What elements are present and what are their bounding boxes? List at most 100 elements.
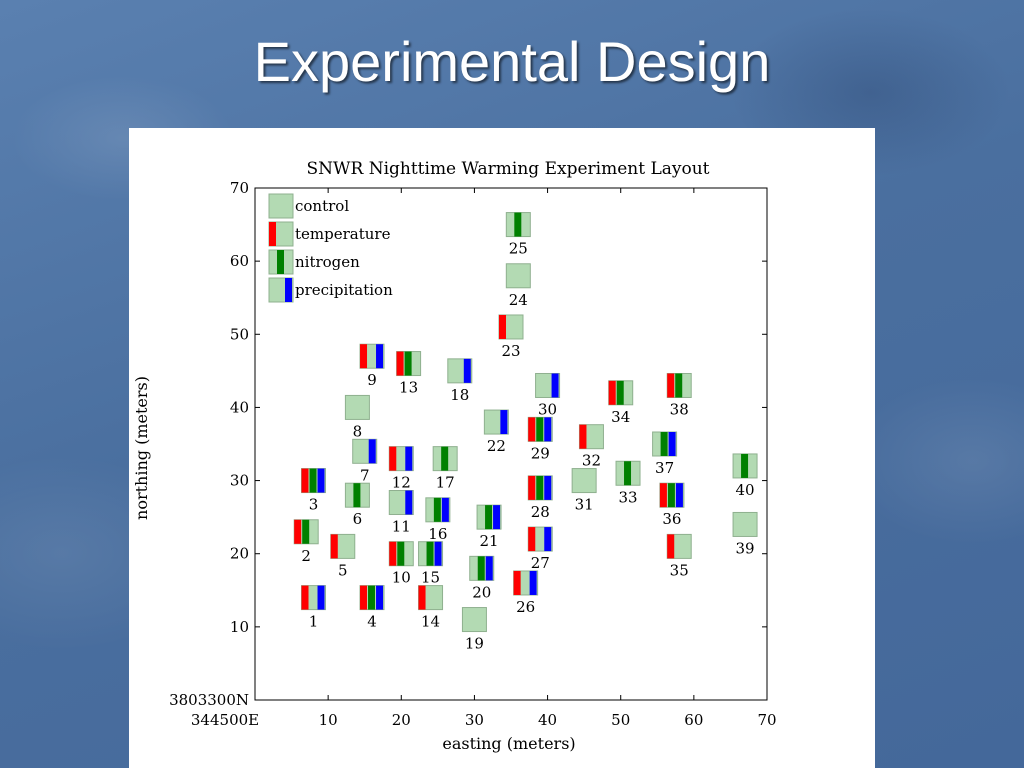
plot-number-label: 17 xyxy=(436,474,455,492)
plot-marker: 7 xyxy=(352,438,378,484)
chart-title: SNWR Nighttime Warming Experiment Layout xyxy=(307,159,710,179)
temperature-stripe xyxy=(528,417,536,442)
plot-marker: 23 xyxy=(498,314,524,360)
plot-number-label: 20 xyxy=(472,583,491,601)
y-tick-label: 70 xyxy=(230,179,249,197)
precipitation-stripe xyxy=(434,541,442,566)
nitrogen-stripe xyxy=(404,351,412,376)
plot-number-label: 25 xyxy=(509,240,528,258)
nitrogen-stripe xyxy=(667,483,675,508)
control-square xyxy=(732,511,758,537)
precipitation-stripe xyxy=(668,432,676,456)
plot-marker: 4 xyxy=(359,585,385,631)
nitrogen-stripe xyxy=(433,497,441,522)
plot-number-label: 15 xyxy=(421,569,440,587)
x-axis-ticks: 344500E 10 20 30 40 50 60 70 xyxy=(191,188,777,729)
plot-number-label: 36 xyxy=(662,510,681,528)
legend-entry: nitrogen xyxy=(268,249,360,275)
plot-number-label: 33 xyxy=(618,488,637,506)
x-tick-label: 30 xyxy=(465,711,484,729)
nitrogen-stripe xyxy=(514,212,522,237)
nitrogen-stripe xyxy=(485,505,493,530)
precipitation-stripe xyxy=(544,527,552,552)
legend-entry: control xyxy=(268,193,349,219)
plot-number-label: 24 xyxy=(509,291,528,309)
y-tick-label: 60 xyxy=(230,252,249,270)
experiment-layout-chart: SNWR Nighttime Warming Experiment Layout… xyxy=(132,159,777,753)
precipitation-stripe xyxy=(368,439,376,464)
plot-marker: 5 xyxy=(330,533,356,579)
plot-number-label: 3 xyxy=(309,496,319,514)
plot-number-label: 9 xyxy=(367,371,377,389)
plot-number-label: 37 xyxy=(655,459,674,477)
precipitation-stripe xyxy=(376,585,384,610)
temperature-stripe xyxy=(499,314,506,339)
plot-number-label: 32 xyxy=(582,452,601,470)
plot-marker: 6 xyxy=(344,482,370,528)
nitrogen-stripe xyxy=(353,483,361,508)
precipitation-stripe xyxy=(529,570,537,595)
temperature-stripe xyxy=(294,519,302,544)
temperature-stripe xyxy=(396,351,404,376)
plot-marker: 17 xyxy=(432,446,458,492)
precipitation-stripe xyxy=(441,497,449,522)
plot-number-label: 14 xyxy=(421,613,440,631)
nitrogen-stripe xyxy=(536,475,544,500)
legend-label: precipitation xyxy=(295,281,393,299)
nitrogen-stripe xyxy=(675,373,683,398)
control-square xyxy=(461,607,487,633)
plot-marker: 20 xyxy=(469,555,495,601)
plot-number-label: 30 xyxy=(538,400,557,418)
plot-number-label: 29 xyxy=(531,444,550,462)
plot-marker: 10 xyxy=(388,541,414,587)
y-tick-label: 3803300N xyxy=(169,691,249,709)
nitrogen-stripe xyxy=(397,541,405,566)
nitrogen-stripe xyxy=(368,585,376,610)
plot-number-label: 4 xyxy=(367,613,377,631)
nitrogen-stripe xyxy=(302,519,310,544)
plot-marker: 18 xyxy=(447,358,473,404)
temperature-stripe xyxy=(528,527,536,552)
plot-marker: 12 xyxy=(388,446,414,492)
plot-marker: 24 xyxy=(505,263,531,309)
plot-marker: 2 xyxy=(293,519,319,565)
legend-label: control xyxy=(295,197,349,215)
plot-marker: 14 xyxy=(418,585,444,631)
precipitation-stripe xyxy=(493,505,501,530)
y-axis-ticks: 3803300N 10 20 30 40 50 60 70 xyxy=(169,179,767,709)
precipitation-stripe xyxy=(544,417,552,442)
plot-marker: 38 xyxy=(666,372,692,418)
plot-marker: 3 xyxy=(301,468,327,514)
nitrogen-stripe xyxy=(477,556,485,581)
plot-number-label: 13 xyxy=(399,379,418,397)
plot-marker: 29 xyxy=(527,416,553,462)
plot-marker: 16 xyxy=(425,497,451,543)
plot-marker: 19 xyxy=(461,607,487,653)
y-axis-label: northing (meters) xyxy=(132,376,151,520)
plot-marker: 34 xyxy=(608,380,634,426)
precipitation-stripe xyxy=(675,483,683,508)
plot-number-label: 11 xyxy=(392,518,411,536)
temperature-stripe xyxy=(360,585,368,610)
plot-marker: 35 xyxy=(666,533,692,579)
nitrogen-stripe xyxy=(616,380,624,405)
plot-number-label: 5 xyxy=(338,561,348,579)
plot-number-label: 27 xyxy=(531,554,550,572)
legend: control temperature nitrogen precipitation xyxy=(268,193,393,303)
plot-number-label: 38 xyxy=(670,400,689,418)
temperature-stripe xyxy=(301,585,309,610)
plot-marker: 37 xyxy=(652,431,678,477)
temperature-stripe xyxy=(330,534,338,559)
temperature-stripe xyxy=(389,541,397,566)
plot-markers: 1234567891011121314151617181920212223242… xyxy=(293,212,758,653)
legend-label: nitrogen xyxy=(295,253,360,271)
nitrogen-stripe xyxy=(309,468,317,493)
temperature-stripe xyxy=(579,424,587,449)
temperature-stripe xyxy=(513,570,521,595)
temperature-stripe xyxy=(528,475,536,500)
plot-marker: 30 xyxy=(535,372,561,418)
plot-marker: 33 xyxy=(615,460,641,506)
plot-number-label: 21 xyxy=(480,532,499,550)
nitrogen-stripe xyxy=(426,541,434,566)
plot-marker: 31 xyxy=(571,468,597,514)
